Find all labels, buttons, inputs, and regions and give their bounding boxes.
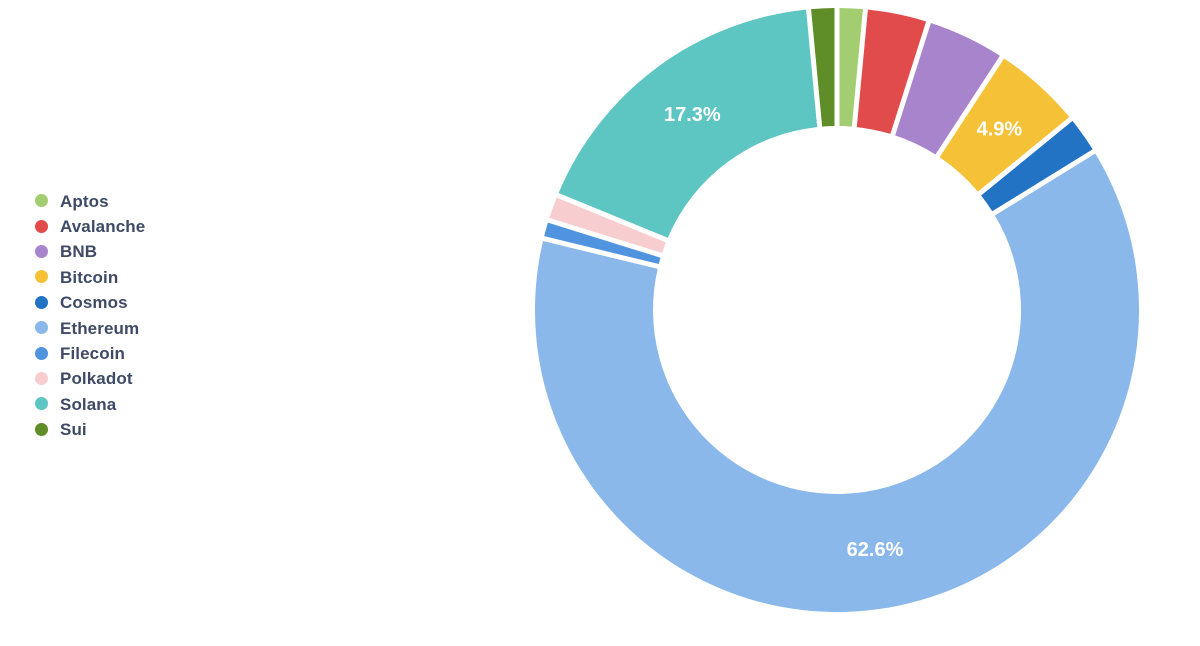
- legend-item-polkadot[interactable]: Polkadot: [35, 366, 145, 391]
- legend-item-label: Ethereum: [60, 318, 140, 338]
- pie-slice-bnb[interactable]: [895, 22, 1000, 155]
- legend-item-solana[interactable]: Solana: [35, 391, 145, 416]
- legend-item-aptos[interactable]: Aptos: [35, 188, 145, 213]
- legend-item-label: Avalanche: [60, 217, 146, 237]
- chart-legend: Aptos Avalanche BNB Bitcoin Cosmos Ethereum Fi…: [35, 188, 145, 442]
- pie-slice-ethereum[interactable]: [535, 153, 1140, 613]
- legend-item-cosmos[interactable]: Cosmos: [35, 290, 145, 315]
- legend-swatch-icon: [35, 270, 48, 284]
- legend-swatch-icon: [35, 244, 48, 258]
- legend-item-bitcoin[interactable]: Bitcoin: [35, 264, 145, 289]
- legend-swatch-icon: [35, 194, 48, 208]
- slice-percentage-label: 17.3%: [664, 104, 721, 126]
- legend-swatch-icon: [35, 397, 48, 411]
- legend-item-label: Bitcoin: [60, 267, 119, 287]
- legend-item-label: Solana: [60, 394, 117, 414]
- legend-item-sui[interactable]: Sui: [35, 417, 145, 442]
- legend-swatch-icon: [35, 295, 48, 309]
- pie-slice-aptos[interactable]: [839, 8, 863, 127]
- pie-slice-filecoin[interactable]: [544, 222, 661, 265]
- pie-slice-bitcoin[interactable]: [939, 58, 1070, 192]
- legend-swatch-icon: [35, 219, 48, 233]
- legend-item-label: BNB: [60, 242, 98, 262]
- pie-slice-cosmos[interactable]: [981, 120, 1093, 212]
- legend-swatch-icon: [35, 422, 48, 436]
- slice-percentage-label: 4.9%: [977, 118, 1023, 140]
- legend-item-bnb[interactable]: BNB: [35, 239, 145, 264]
- pie-slice-avalanche[interactable]: [856, 9, 927, 134]
- legend-item-label: Aptos: [60, 191, 109, 211]
- slice-percentage-label: 62.6%: [847, 539, 904, 561]
- legend-item-label: Sui: [60, 420, 87, 440]
- pie-slice-sui[interactable]: [811, 8, 835, 127]
- pie-slice-solana[interactable]: [558, 9, 818, 238]
- legend-item-label: Filecoin: [60, 344, 126, 364]
- legend-item-filecoin[interactable]: Filecoin: [35, 340, 145, 365]
- legend-swatch-icon: [35, 321, 48, 335]
- legend-swatch-icon: [35, 371, 48, 385]
- legend-item-label: Polkadot: [60, 369, 133, 389]
- legend-item-ethereum[interactable]: Ethereum: [35, 315, 145, 340]
- pie-slice-polkadot[interactable]: [549, 197, 666, 253]
- legend-item-label: Cosmos: [60, 293, 128, 313]
- legend-swatch-icon: [35, 346, 48, 360]
- legend-item-avalanche[interactable]: Avalanche: [35, 213, 145, 238]
